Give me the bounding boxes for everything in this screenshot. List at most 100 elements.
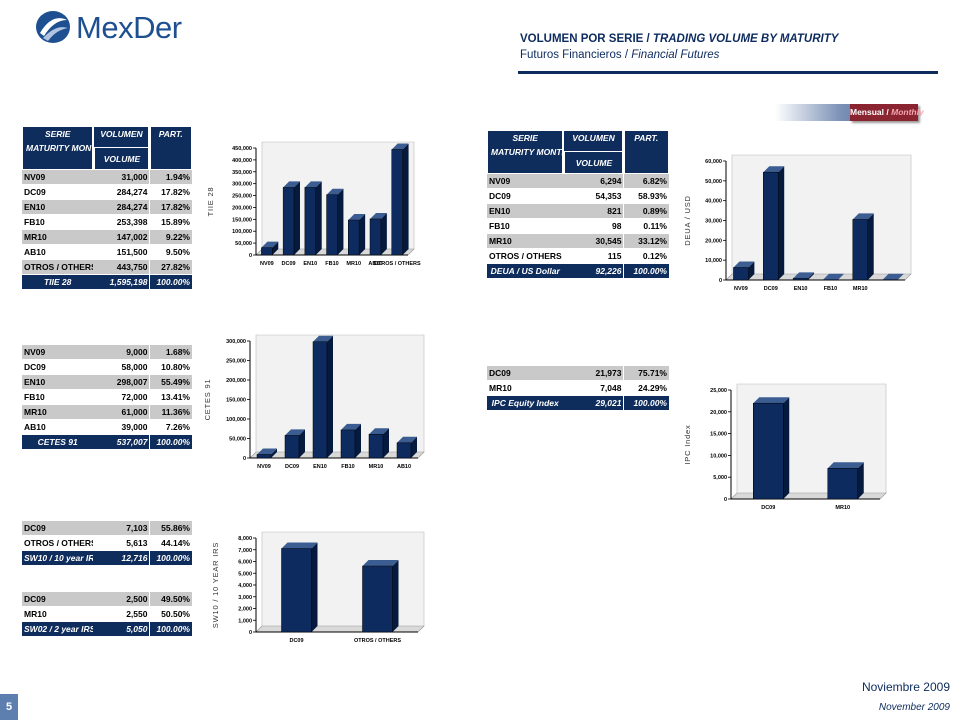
bar-side: [897, 273, 904, 280]
table-cell: 115: [563, 249, 624, 264]
bar-side: [808, 272, 815, 280]
table-cell: 7,103: [93, 521, 150, 536]
table-cell: 44.14%: [149, 536, 192, 551]
table-cell: 31,000: [93, 170, 150, 185]
bar: [281, 548, 312, 633]
y-tick-label: 400,000: [232, 158, 252, 164]
y-tick-label: 25,000: [710, 388, 727, 394]
title: VOLUMEN POR SERIE / TRADING VOLUME BY MA…: [520, 33, 838, 45]
table-cell: 55.49%: [149, 375, 192, 390]
bar-side: [299, 429, 305, 458]
bar-side: [411, 436, 417, 458]
total-cell: 1,595,198: [93, 275, 150, 290]
y-tick-label: 10,000: [705, 258, 722, 264]
y-tick-label: 2,000: [238, 607, 252, 613]
x-tick-label: DC09: [761, 505, 775, 511]
bar: [326, 194, 338, 256]
bar: [261, 247, 273, 256]
header-text: VOLUMEN: [100, 129, 143, 139]
table-cell: 49.50%: [149, 592, 192, 607]
table-cell: 9.50%: [149, 245, 192, 260]
bar: [792, 278, 809, 281]
bar-top: [733, 261, 755, 268]
header-text: PART.: [634, 133, 659, 143]
table-cell: EN10: [22, 375, 94, 390]
table-cell: DC09: [22, 185, 94, 200]
y-tick-label: 50,000: [235, 241, 252, 247]
bar-top: [827, 462, 864, 469]
table-cell: DC09: [22, 360, 94, 375]
table-cell: FB10: [22, 390, 94, 405]
y-tick-label: 5,000: [238, 571, 252, 577]
title-es: VOLUMEN POR SERIE /: [520, 33, 650, 45]
bar: [369, 218, 382, 256]
y-tick-label: 450,000: [232, 146, 252, 152]
total-cell: 100.00%: [149, 551, 192, 566]
bar-top: [763, 166, 785, 173]
y-tick-label: 0: [249, 253, 252, 259]
back-wall: [255, 531, 425, 633]
y-tick-label: 6,000: [238, 560, 252, 566]
y-tick-label: 0: [249, 630, 252, 636]
bar-top: [257, 448, 277, 455]
table-cell: 9.22%: [149, 230, 192, 245]
table-cell: 33.12%: [623, 234, 669, 249]
table-cell: 58,000: [93, 360, 150, 375]
bar-side: [294, 181, 300, 255]
table-cell: 0.11%: [623, 219, 669, 234]
table-cell: 13.41%: [149, 390, 192, 405]
x-tick-label: NV09: [260, 261, 274, 267]
header-text: VOLUMEN: [572, 133, 615, 143]
bar: [256, 454, 272, 459]
total-cell: DEUA / US Dollar: [487, 264, 564, 279]
x-tick-label: EN10: [794, 286, 808, 292]
bar-top: [341, 423, 361, 430]
bar-top: [397, 436, 417, 443]
bar-side: [355, 423, 361, 458]
logo: MexDer: [34, 8, 194, 48]
table-cell: 1.94%: [149, 170, 192, 185]
y-axis-label: TIIE 28: [206, 187, 215, 217]
logo-text: MexDer: [76, 10, 182, 45]
period-badge: Mensual / Monthly: [775, 104, 924, 121]
table-cell: FB10: [487, 219, 564, 234]
y-tick-label: 0: [243, 456, 246, 462]
x-tick-label: EN10: [303, 261, 317, 267]
table-cell: 24.29%: [623, 381, 669, 396]
bar-top: [261, 241, 279, 248]
total-cell: 5,050: [93, 622, 150, 637]
table-cell: 443,750: [93, 260, 150, 275]
header-cell: VOLUMEN VOLUME: [563, 130, 624, 174]
bar: [282, 187, 295, 256]
table-cell: 55.86%: [149, 521, 192, 536]
table-cell: 54,353: [563, 189, 624, 204]
table-cell: DC09: [487, 189, 564, 204]
table-cell: 15.89%: [149, 215, 192, 230]
y-tick-label: 40,000: [705, 199, 722, 205]
x-tick-label: DC09: [289, 638, 303, 644]
table-cell: AB10: [22, 420, 94, 435]
page-number: 5: [0, 694, 18, 720]
y-tick-label: 100,000: [232, 229, 252, 235]
subtitle-en: Financial Futures: [631, 49, 720, 61]
bar-side: [359, 214, 366, 255]
x-tick-label: FB10: [824, 286, 837, 292]
bar-side: [778, 166, 785, 280]
y-tick-label: 300,000: [226, 339, 246, 345]
bar: [391, 149, 403, 256]
total-cell: IPC Equity Index: [487, 396, 564, 411]
table-cell: DC09: [487, 366, 564, 381]
y-tick-label: 0: [724, 497, 727, 503]
total-cell: 100.00%: [149, 435, 192, 450]
bar-side: [867, 213, 874, 280]
bar-side: [272, 241, 279, 255]
badge-en: Monthly: [891, 107, 924, 117]
bar: [284, 435, 300, 459]
header-cell: SERIE MATURITY MONTH: [22, 126, 103, 170]
table-cell: OTROS / OTHERS: [22, 260, 97, 275]
table-cell: 58.93%: [623, 189, 669, 204]
table-cell: 11.36%: [149, 405, 192, 420]
bar-side: [857, 462, 864, 499]
table-cell: 5,613: [93, 536, 150, 551]
bar: [348, 219, 360, 256]
